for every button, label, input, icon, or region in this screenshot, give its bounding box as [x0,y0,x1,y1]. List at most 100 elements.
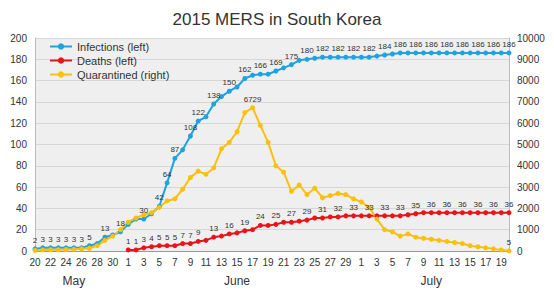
svg-text:19: 19 [240,218,249,227]
svg-text:108: 108 [184,123,198,132]
svg-text:182: 182 [331,44,345,53]
svg-text:186: 186 [471,40,485,49]
svg-text:25: 25 [309,257,321,268]
svg-text:7000: 7000 [517,96,540,107]
svg-text:175: 175 [285,52,299,61]
svg-text:184: 184 [378,42,392,51]
svg-text:18: 18 [116,219,125,228]
svg-text:36: 36 [505,200,514,209]
svg-text:35: 35 [411,201,420,210]
svg-text:16: 16 [225,221,234,230]
svg-text:186: 186 [425,40,439,49]
svg-text:140: 140 [10,96,27,107]
svg-text:200: 200 [10,33,27,44]
svg-text:36: 36 [458,200,467,209]
svg-text:7: 7 [405,257,411,268]
svg-text:169: 169 [269,58,283,67]
svg-text:8000: 8000 [517,75,540,86]
svg-text:1000: 1000 [517,224,540,235]
svg-text:7: 7 [188,231,193,240]
svg-text:22: 22 [45,257,57,268]
svg-text:3: 3 [142,235,147,244]
svg-text:180: 180 [10,54,27,65]
svg-text:9000: 9000 [517,54,540,65]
svg-text:4: 4 [149,234,154,243]
svg-text:182: 182 [347,44,361,53]
svg-text:186: 186 [409,40,423,49]
svg-text:1: 1 [126,237,131,246]
svg-text:31: 31 [318,205,327,214]
svg-text:182: 182 [316,44,330,53]
svg-text:186: 186 [394,40,408,49]
svg-text:15: 15 [231,257,243,268]
svg-text:17: 17 [480,257,492,268]
svg-text:5: 5 [157,257,163,268]
svg-text:10000: 10000 [517,33,545,44]
svg-text:19: 19 [496,257,508,268]
svg-text:20: 20 [29,257,41,268]
svg-text:Infections (left): Infections (left) [77,41,149,53]
svg-text:33: 33 [349,203,358,212]
svg-text:166: 166 [254,61,268,70]
svg-text:5: 5 [173,233,178,242]
svg-text:150: 150 [223,78,237,87]
svg-text:17: 17 [247,257,259,268]
svg-text:Quarantined (right): Quarantined (right) [77,69,169,81]
svg-text:36: 36 [473,200,482,209]
svg-text:1: 1 [359,257,365,268]
svg-text:3: 3 [79,235,84,244]
svg-text:5: 5 [507,238,512,247]
svg-text:5: 5 [165,233,170,242]
svg-text:Deaths (left): Deaths (left) [77,55,137,67]
svg-text:27: 27 [287,209,296,218]
svg-text:13: 13 [209,224,218,233]
svg-text:13: 13 [216,257,228,268]
svg-text:186: 186 [456,40,470,49]
svg-text:1: 1 [134,237,139,246]
svg-text:0: 0 [21,246,27,257]
svg-text:2: 2 [33,236,38,245]
svg-text:26: 26 [76,257,88,268]
svg-text:13: 13 [449,257,461,268]
svg-text:21: 21 [278,257,290,268]
svg-text:42: 42 [155,193,164,202]
svg-text:July: July [421,274,442,288]
svg-text:180: 180 [300,46,314,55]
svg-text:36: 36 [427,200,436,209]
svg-text:36: 36 [442,200,451,209]
svg-text:186: 186 [440,40,454,49]
svg-text:9: 9 [196,228,201,237]
svg-text:11: 11 [201,257,212,268]
svg-text:186: 186 [502,40,516,49]
svg-text:160: 160 [10,75,27,86]
svg-text:33: 33 [380,203,389,212]
svg-text:May: May [63,274,86,288]
svg-text:3: 3 [141,257,147,268]
svg-text:5: 5 [157,233,162,242]
svg-text:33: 33 [365,203,374,212]
svg-text:20: 20 [16,224,28,235]
svg-text:5: 5 [390,257,396,268]
svg-text:1: 1 [125,257,131,268]
svg-text:24: 24 [256,212,265,221]
svg-text:186: 186 [487,40,501,49]
svg-text:7: 7 [180,231,185,240]
svg-text:4000: 4000 [517,160,540,171]
svg-text:5: 5 [87,233,92,242]
svg-text:138: 138 [207,91,221,100]
svg-text:3: 3 [72,235,77,244]
svg-text:162: 162 [238,65,252,74]
svg-text:3: 3 [64,235,69,244]
svg-text:15: 15 [465,257,477,268]
svg-text:3: 3 [48,235,53,244]
svg-text:29: 29 [340,257,352,268]
svg-text:36: 36 [489,200,498,209]
svg-text:6000: 6000 [517,118,540,129]
svg-text:100: 100 [10,139,27,150]
svg-text:64: 64 [163,170,172,179]
svg-text:June: June [224,274,250,288]
svg-text:7: 7 [172,257,178,268]
svg-text:60: 60 [16,182,28,193]
svg-text:24: 24 [61,257,73,268]
svg-text:3: 3 [374,257,380,268]
